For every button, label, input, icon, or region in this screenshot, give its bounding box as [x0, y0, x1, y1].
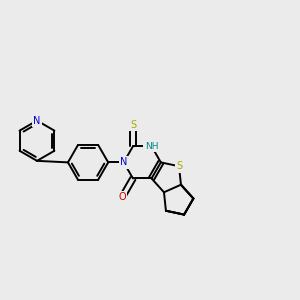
Text: N: N: [33, 116, 41, 126]
Text: NH: NH: [145, 142, 158, 151]
Text: S: S: [130, 120, 136, 130]
Text: S: S: [176, 161, 182, 171]
Text: O: O: [118, 192, 126, 202]
Text: N: N: [120, 158, 127, 167]
